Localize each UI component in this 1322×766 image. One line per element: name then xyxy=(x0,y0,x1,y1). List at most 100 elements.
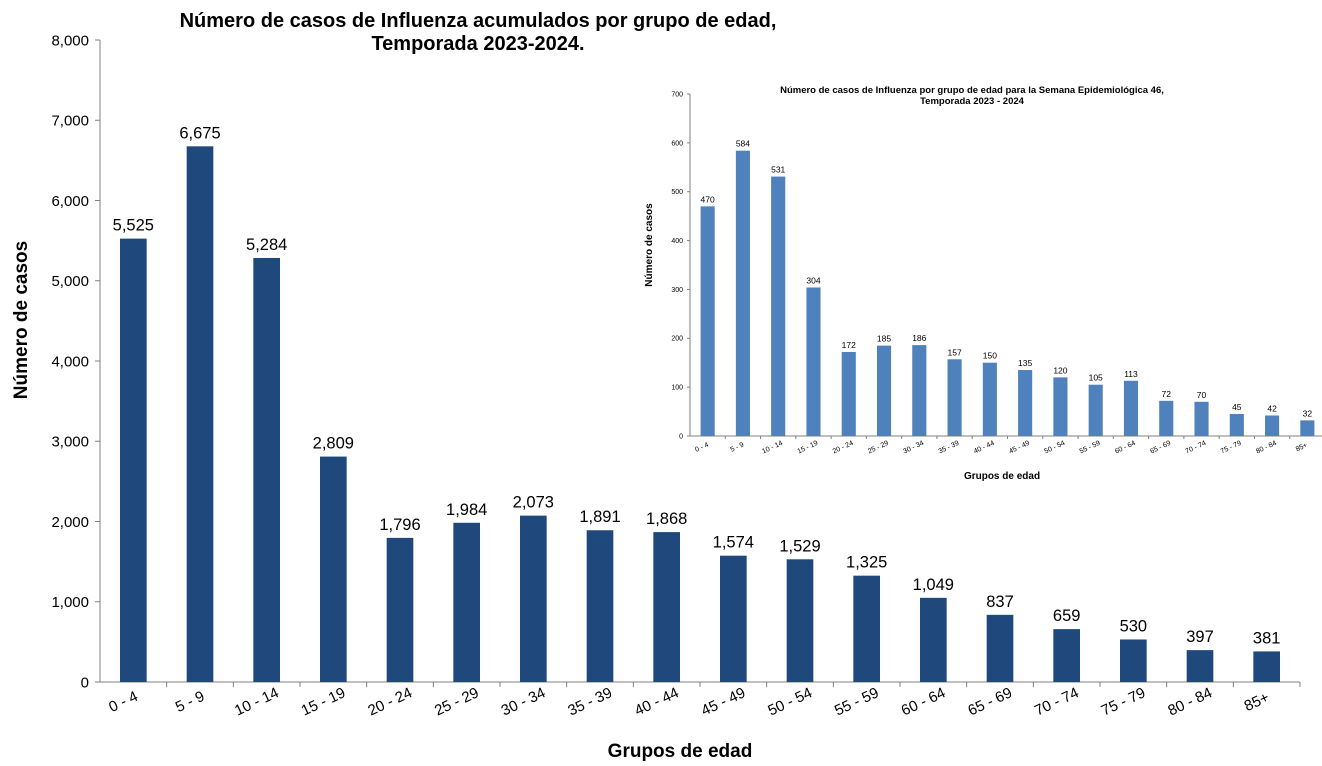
inset-chart-x-tick-label: 45 - 49 xyxy=(1008,440,1031,456)
main-chart-value-label: 6,675 xyxy=(179,124,220,142)
inset-chart-bar xyxy=(1194,401,1209,436)
inset-chart-y-tick-label: 200 xyxy=(671,336,683,343)
main-chart-x-tick-label: 85+ xyxy=(1242,689,1272,715)
inset-chart-bar xyxy=(982,362,997,436)
main-chart-x-tick-label: 50 - 54 xyxy=(765,684,815,719)
inset-chart-x-tick-label: 60 - 64 xyxy=(1114,440,1137,456)
inset-chart-bar xyxy=(1018,370,1033,436)
inset-chart-y-tick-label: 700 xyxy=(671,91,683,98)
inset-chart-x-axis-title: Grupos de edad xyxy=(964,471,1040,482)
main-chart-x-tick-label: 45 - 49 xyxy=(699,684,749,719)
main-chart-value-label: 2,073 xyxy=(513,494,554,512)
inset-chart-value-label: 135 xyxy=(1018,358,1032,368)
main-chart-bar xyxy=(1186,650,1214,682)
main-chart-value-label: 659 xyxy=(1053,607,1081,625)
inset-chart-bar xyxy=(771,176,786,436)
main-chart-x-axis-title: Grupos de edad xyxy=(608,741,753,761)
inset-chart-x-tick-label: 70 - 74 xyxy=(1185,440,1208,456)
inset-chart-x-tick-label: 55 - 59 xyxy=(1079,440,1102,456)
main-chart-value-label: 1,529 xyxy=(779,537,820,555)
main-chart-x-tick-label: 25 - 29 xyxy=(432,684,482,719)
inset-chart-bar xyxy=(876,345,892,436)
main-chart-x-tick-label: 40 - 44 xyxy=(632,684,682,719)
main-chart-x-tick-label: 0 - 4 xyxy=(106,688,140,716)
main-chart-bar xyxy=(853,575,880,682)
main-chart-value-label: 530 xyxy=(1120,617,1148,635)
inset-chart-value-label: 157 xyxy=(947,347,961,357)
main-chart-x-tick-label: 15 - 19 xyxy=(299,684,349,719)
inset-chart-value-label: 304 xyxy=(806,275,820,285)
main-chart-value-label: 5,525 xyxy=(113,217,154,235)
inset-chart-x-tick-label: 75 - 79 xyxy=(1220,440,1243,456)
inset-chart-y-tick-label: 300 xyxy=(671,287,683,294)
main-chart-value-label: 397 xyxy=(1186,628,1214,646)
main-chart-y-tick-label: 1,000 xyxy=(51,594,89,611)
inset-chart-value-label: 72 xyxy=(1162,389,1172,399)
main-chart-x-tick-label: 70 - 74 xyxy=(1032,684,1082,719)
main-chart-y-tick-label: 2,000 xyxy=(51,514,89,531)
inset-chart-y-tick-label: 0 xyxy=(679,433,683,440)
main-chart-bar xyxy=(653,532,680,682)
main-chart-value-label: 1,984 xyxy=(446,501,487,519)
inset-chart-title-line: Número de casos de Influenza por grupo d… xyxy=(780,85,1164,96)
main-chart-bar xyxy=(320,456,347,682)
inset-chart-bar xyxy=(700,206,715,436)
main-chart-y-tick-label: 5,000 xyxy=(51,273,89,290)
main-chart-bar xyxy=(720,555,747,682)
main-chart-value-label: 1,049 xyxy=(913,576,954,594)
inset-chart-x-tick-label: 0 - 4 xyxy=(694,441,710,453)
inset-chart-bar xyxy=(1300,420,1315,436)
main-chart-title-line: Temporada 2023-2024. xyxy=(371,33,584,55)
main-chart-bar xyxy=(386,537,414,682)
main-chart-bar xyxy=(253,257,280,682)
main-chart-x-tick-label: 60 - 64 xyxy=(899,684,949,719)
main-chart-bar xyxy=(186,146,214,683)
main-chart-bar xyxy=(520,515,547,682)
main-chart-bar xyxy=(920,597,947,682)
inset-chart-y-axis-title: Número de casos xyxy=(644,203,655,287)
inset-chart-bar xyxy=(947,359,962,436)
main-chart-y-tick-label: 0 xyxy=(81,674,89,691)
main-chart-x-tick-label: 75 - 79 xyxy=(1099,684,1149,719)
inset-chart-x-tick-label: 40 - 44 xyxy=(973,440,996,456)
main-chart-y-tick-label: 7,000 xyxy=(51,113,89,130)
main-chart-value-label: 1,868 xyxy=(646,510,687,528)
inset-chart-bar xyxy=(1053,377,1068,436)
inset-chart-x-tick-label: 30 - 34 xyxy=(902,440,925,456)
main-chart-bar xyxy=(453,522,480,682)
main-chart-y-axis-title: Número de casos xyxy=(11,241,32,399)
inset-chart-value-label: 150 xyxy=(983,351,997,361)
inset-chart-bar xyxy=(735,150,750,436)
main-chart-x-tick-label: 5 - 9 xyxy=(173,688,207,716)
main-chart-value-label: 1,891 xyxy=(579,508,620,526)
inset-chart-value-label: 470 xyxy=(701,194,715,204)
inset-chart-value-label: 32 xyxy=(1303,408,1313,418)
inset-chart-x-tick-label: 15 - 19 xyxy=(796,440,819,456)
inset-chart-value-label: 584 xyxy=(736,139,750,149)
inset-chart-x-tick-label: 65 - 69 xyxy=(1149,440,1172,456)
main-chart-y-tick-label: 4,000 xyxy=(51,353,89,370)
inset-chart-value-label: 172 xyxy=(842,340,856,350)
main-chart-value-label: 1,574 xyxy=(713,534,754,552)
inset-chart-bar xyxy=(912,345,927,436)
inset-chart-value-label: 70 xyxy=(1197,390,1207,400)
inset-chart-value-label: 120 xyxy=(1053,365,1067,375)
main-chart-value-label: 1,796 xyxy=(379,516,420,534)
inset-chart-value-label: 531 xyxy=(771,165,785,175)
inset-chart-value-label: 186 xyxy=(912,333,926,343)
main-chart-x-tick-label: 80 - 84 xyxy=(1165,684,1215,719)
main-chart-value-label: 381 xyxy=(1253,629,1281,647)
inset-chart-title-line: Temporada 2023 - 2024 xyxy=(920,96,1025,107)
inset-chart-group: Número de casos de Influenza por grupo d… xyxy=(644,85,1322,482)
inset-chart-x-tick-label: 25 - 29 xyxy=(867,440,890,456)
inset-chart-value-label: 42 xyxy=(1267,403,1277,413)
main-chart-y-tick-label: 3,000 xyxy=(51,434,89,451)
main-chart-x-tick-label: 65 - 69 xyxy=(965,684,1015,719)
main-chart-x-tick-label: 10 - 14 xyxy=(232,684,282,719)
inset-chart-y-tick-label: 100 xyxy=(671,385,683,392)
main-chart-value-label: 5,284 xyxy=(246,236,287,254)
main-chart-value-label: 2,809 xyxy=(313,435,354,453)
main-chart-title-line: Número de casos de Influenza acumulados … xyxy=(180,10,777,32)
inset-chart-x-tick-label: 85+ xyxy=(1295,442,1309,453)
